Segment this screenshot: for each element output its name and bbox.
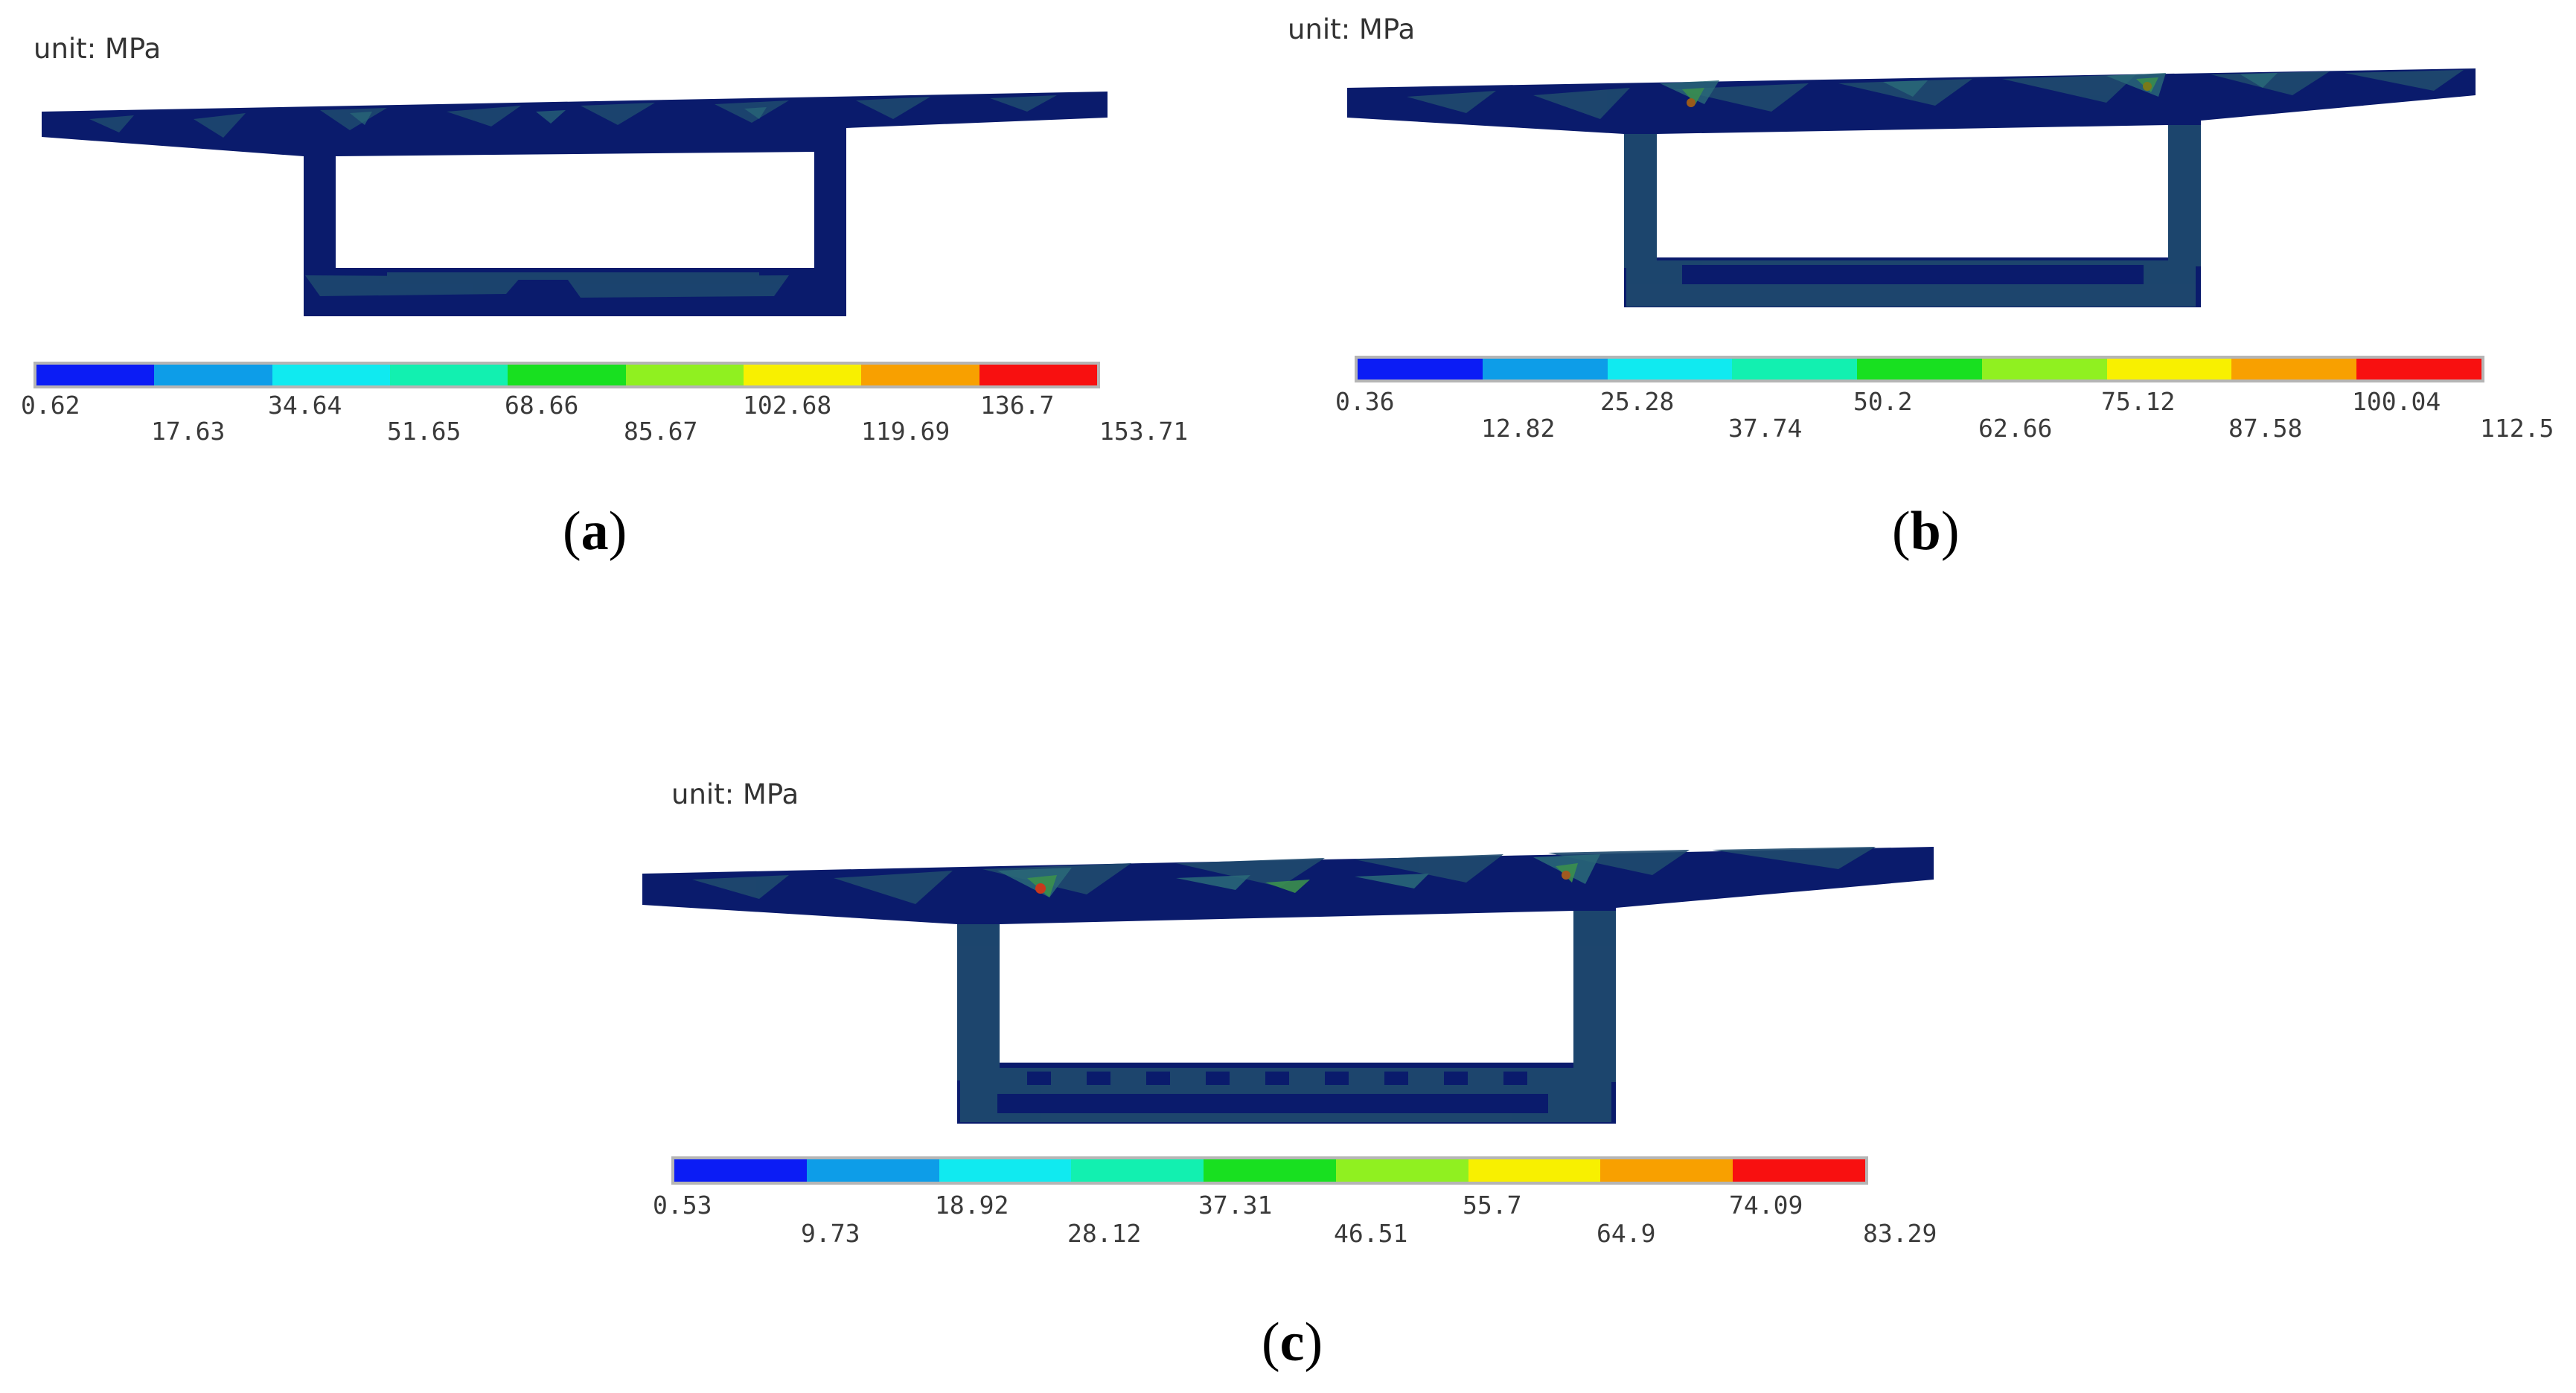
legend-colorbar: [1355, 356, 2484, 382]
tick-label: 62.66: [1978, 414, 2053, 443]
tick-label: 18.92: [935, 1191, 1009, 1220]
legend-swatch-9: [1733, 1159, 1866, 1182]
stress-hotspot: [1562, 871, 1570, 880]
legend-swatch-7: [1468, 1159, 1601, 1182]
legend-swatch-2: [806, 1159, 939, 1182]
tick-label: 0.53: [653, 1191, 712, 1220]
tick-label: 50.2: [1853, 387, 1913, 416]
legend-swatch-8: [2231, 359, 2357, 380]
tick-label: 112.5: [2480, 414, 2554, 443]
box-girder-section: [42, 92, 1108, 316]
stress-hotspot: [1035, 883, 1046, 894]
tick-label: 37.31: [1198, 1191, 1273, 1220]
legend-colorbar: [33, 362, 1100, 388]
caption-letter: b: [1910, 501, 1941, 562]
tick-label: 12.82: [1481, 414, 1556, 443]
legend-swatch-1: [36, 365, 155, 385]
box-girder-section: [1347, 68, 2476, 307]
panel-a: unit: MPa 0.62 34.64 68.66 102.68 136.7 …: [0, 0, 1288, 640]
legend-swatch-7: [743, 365, 862, 385]
legend-swatch-3: [1607, 359, 1733, 380]
legend-swatch-6: [625, 365, 744, 385]
tick-label: 83.29: [1863, 1219, 1937, 1248]
tick-label: 64.9: [1597, 1219, 1656, 1248]
stress-mottling: [89, 95, 1057, 298]
tick-label: 68.66: [505, 391, 579, 420]
panel-caption: (b): [1892, 501, 1960, 562]
legend-swatch-9: [979, 365, 1097, 385]
caption-letter: a: [581, 501, 609, 562]
box-girder-section: [642, 847, 1934, 1124]
legend-swatch-2: [154, 365, 272, 385]
tick-label: 153.71: [1099, 417, 1189, 446]
legend-swatch-9: [2356, 359, 2482, 380]
bottom-flange-core: [1682, 265, 2144, 284]
panel-b: unit: MPa 0.36 25.28 50.: [1288, 0, 2576, 640]
legend-swatch-4: [1071, 1159, 1204, 1182]
tick-label: 0.62: [21, 391, 80, 420]
tick-label: 75.12: [2101, 387, 2176, 416]
tick-label: 46.51: [1334, 1219, 1408, 1248]
panel-caption: (c): [1262, 1312, 1323, 1373]
legend-swatch-8: [861, 365, 979, 385]
legend-swatch-4: [389, 365, 508, 385]
legend-swatch-5: [1857, 359, 1982, 380]
tick-label: 87.58: [2228, 414, 2303, 443]
tick-label: 102.68: [743, 391, 832, 420]
legend-swatch-1: [674, 1159, 807, 1182]
tick-label: 74.09: [1729, 1191, 1803, 1220]
unit-label: unit: MPa: [33, 33, 162, 65]
tick-label: 55.7: [1463, 1191, 1522, 1220]
tick-label: 0.36: [1335, 387, 1395, 416]
tick-label: 25.28: [1600, 387, 1675, 416]
stress-hotspot: [1687, 98, 1696, 107]
tick-label: 37.74: [1728, 414, 1803, 443]
girder-cross-section: [42, 92, 1108, 316]
bottom-flange-core: [997, 1094, 1548, 1113]
tick-label: 34.64: [268, 391, 342, 420]
panel-c: unit: MPa: [610, 752, 2024, 1392]
tick-label: 100.04: [2352, 387, 2441, 416]
legend-swatch-5: [508, 365, 626, 385]
legend-swatch-5: [1204, 1159, 1336, 1182]
legend-colorbar: [671, 1156, 1868, 1185]
tick-label: 85.67: [624, 417, 698, 446]
tick-label: 119.69: [861, 417, 950, 446]
legend-swatch-3: [939, 1159, 1072, 1182]
legend-swatch-2: [1482, 359, 1608, 380]
legend-swatch-6: [1335, 1159, 1468, 1182]
tick-label: 17.63: [151, 417, 226, 446]
legend-swatch-1: [1358, 359, 1483, 380]
legend-swatch-4: [1732, 359, 1858, 380]
tick-label: 51.65: [387, 417, 461, 446]
panel-caption: (a): [563, 501, 627, 562]
legend-swatch-6: [1981, 359, 2107, 380]
legend-swatch-7: [2106, 359, 2232, 380]
unit-label: unit: MPa: [1288, 13, 1416, 45]
tick-label: 136.7: [980, 391, 1055, 420]
tick-label: 9.73: [801, 1219, 860, 1248]
caption-letter: c: [1279, 1312, 1305, 1373]
tick-label: 28.12: [1067, 1219, 1142, 1248]
unit-label: unit: MPa: [671, 778, 799, 810]
stress-hotspot: [2143, 82, 2152, 91]
legend-swatch-8: [1600, 1159, 1733, 1182]
legend-swatch-3: [272, 365, 390, 385]
